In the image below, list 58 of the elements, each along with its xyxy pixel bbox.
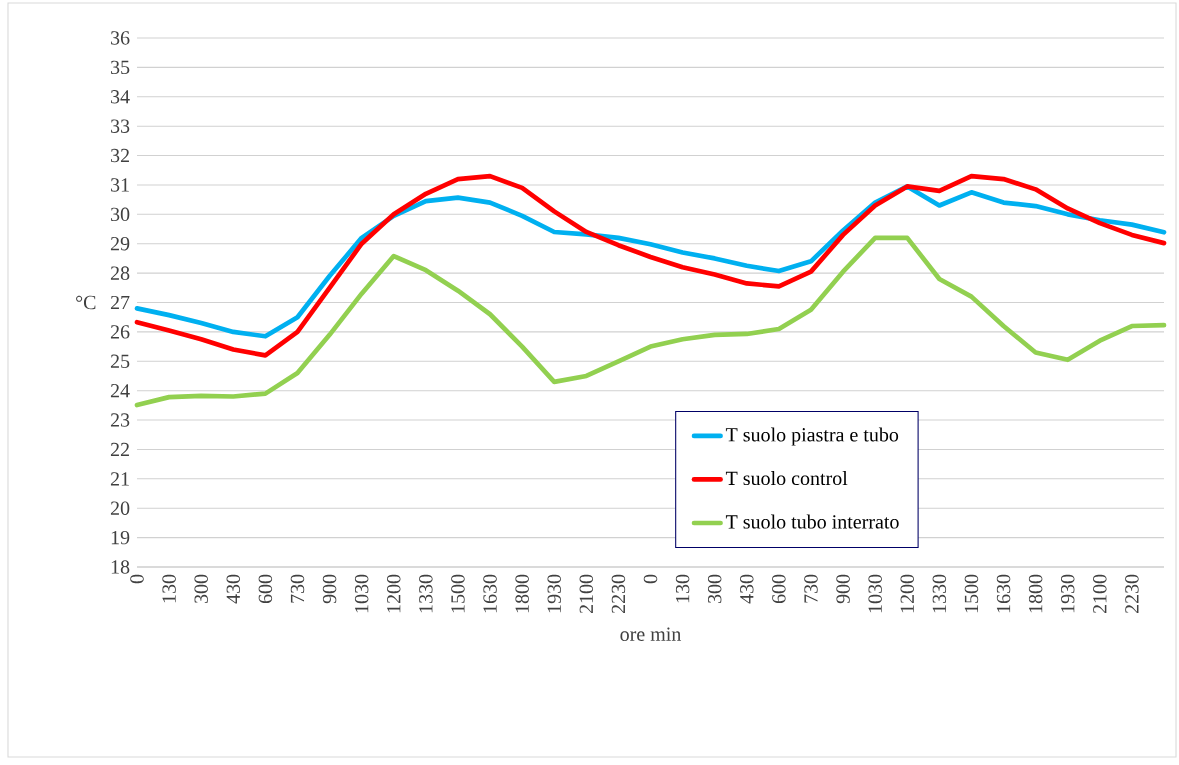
x-tick-label: 0 (643, 574, 658, 584)
x-tick-label: 1030 (868, 574, 882, 613)
y-tick-label: 21 (110, 472, 129, 486)
y-tick-label: 26 (110, 325, 130, 339)
x-tick-label: 900 (322, 574, 337, 604)
x-tick-label: 2230 (1125, 574, 1139, 614)
x-tick-label: 430 (226, 574, 241, 604)
y-tick-label: 27 (110, 295, 130, 310)
x-tick-label: 1630 (996, 574, 1011, 613)
x-tick-label: 130 (675, 574, 690, 603)
x-tick-label: 600 (772, 574, 786, 604)
legend-label: T suolo piastra e tubo (725, 427, 899, 446)
y-tick-label: 23 (110, 413, 130, 427)
y-tick-label: 29 (110, 237, 130, 251)
y-tick-label: 28 (110, 266, 130, 280)
y-tick-label: 35 (111, 60, 130, 75)
x-tick-label: 1330 (419, 574, 433, 613)
x-tick-label: 730 (804, 574, 818, 603)
x-tick-label: 130 (162, 574, 176, 603)
legend-label: T suolo control (725, 471, 848, 486)
x-tick-label: 900 (836, 574, 850, 604)
y-tick-label: 34 (111, 90, 130, 104)
x-tick-label: 730 (290, 574, 305, 603)
y-tick-label: 33 (111, 119, 130, 133)
x-tick-label: 1630 (483, 574, 497, 613)
y-tick-label: 22 (110, 442, 129, 457)
legend-label: T suolo tubo interrato (725, 514, 899, 529)
x-tick-label: 2100 (579, 574, 594, 614)
y-tick-label: 31 (111, 178, 129, 192)
x-tick-label: 1930 (547, 574, 561, 613)
x-tick-label: 2100 (1093, 574, 1107, 614)
line-series (134, 173, 1167, 358)
x-tick-label: 600 (258, 574, 273, 604)
line-series (134, 235, 1167, 408)
x-tick-label: 1200 (387, 574, 401, 613)
x-tick-label: 1500 (451, 574, 465, 613)
y-tick-label: 19 (111, 530, 130, 545)
x-tick-label: 1500 (964, 574, 979, 613)
x-tick-label: 430 (740, 574, 754, 604)
x-tick-label: 1330 (932, 574, 947, 613)
y-tick-label: 32 (111, 148, 129, 163)
x-tick-label: 300 (707, 574, 722, 603)
x-tick-label: 1200 (900, 574, 914, 613)
x-tick-label: 1800 (515, 574, 529, 613)
x-tick-label: 2230 (611, 574, 626, 614)
y-axis-title: °C (76, 295, 96, 310)
y-tick-label: 20 (110, 501, 130, 515)
y-tick-label: 36 (111, 31, 130, 45)
y-tick-label: 18 (111, 560, 130, 574)
y-tick-label: 25 (110, 354, 130, 368)
y-tick-label: 24 (110, 384, 130, 398)
y-tick-label: 30 (111, 207, 130, 222)
x-tick-label: 300 (194, 574, 208, 603)
x-tick-label: 1030 (354, 574, 369, 613)
x-tick-label: 1800 (1028, 574, 1043, 613)
x-tick-label: 1930 (1060, 574, 1075, 613)
x-axis-title: ore min (620, 627, 682, 641)
x-tick-label: 0 (130, 574, 144, 584)
